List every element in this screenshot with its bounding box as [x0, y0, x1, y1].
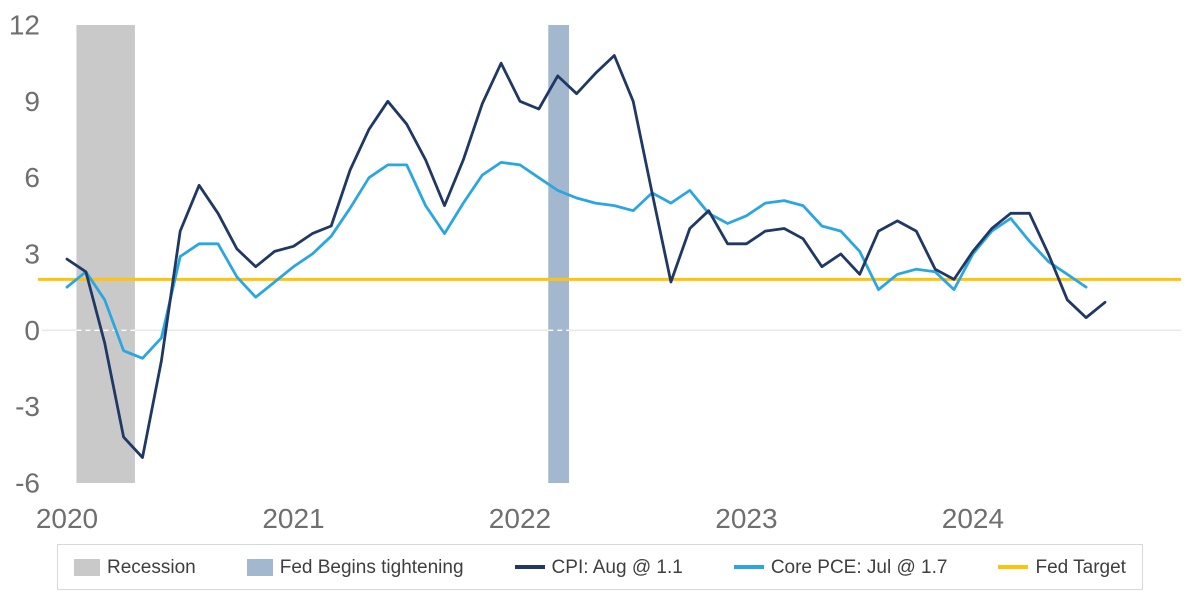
legend-item-fed-target: Fed Target: [998, 556, 1126, 578]
cpi-line: [65, 54, 1107, 459]
legend-label-fed-target: Fed Target: [1035, 556, 1126, 578]
x-tick-label: 2020: [36, 503, 98, 534]
y-tick-label: 3: [24, 238, 40, 269]
fed-tightening-swatch-icon: [246, 558, 273, 576]
legend-item-core-pce: Core PCE: Jul @ 1.7: [733, 556, 948, 578]
cpi-line-icon: [514, 565, 545, 569]
y-tick-label: -3: [15, 391, 40, 422]
core-pce-line-icon: [733, 565, 764, 569]
legend-label-recession: Recession: [107, 556, 196, 578]
legend-item-fed-tightening: Fed Begins tightening: [246, 556, 464, 578]
fed-target-line-icon: [998, 565, 1029, 569]
fed-tightening-band: [548, 25, 570, 483]
inflation-chart-svg: 12 9 6 3 0 -3 -6 2020 2021 2022 2023 2024: [9, 10, 1181, 534]
y-tick-label: 12: [9, 10, 40, 41]
y-tick-label: 9: [24, 86, 40, 117]
legend-item-cpi: CPI: Aug @ 1.1: [514, 556, 683, 578]
legend-item-recession: Recession: [74, 558, 196, 577]
y-tick-label: 6: [24, 162, 40, 193]
legend-label-cpi: CPI: Aug @ 1.1: [551, 556, 683, 578]
y-tick-label: -6: [15, 467, 40, 498]
legend-label-fed-tightening: Fed Begins tightening: [279, 556, 464, 578]
chart-legend: Recession Fed Begins tightening CPI: Aug…: [57, 544, 1143, 590]
x-tick-label: 2021: [262, 503, 324, 534]
legend-label-core-pce: Core PCE: Jul @ 1.7: [770, 556, 948, 578]
y-tick-label: 0: [24, 315, 40, 346]
x-tick-label: 2022: [489, 503, 551, 534]
recession-swatch-icon: [74, 558, 100, 576]
core-pce-line: [65, 160, 1088, 360]
x-tick-label: 2023: [715, 503, 777, 534]
x-tick-label: 2024: [942, 503, 1004, 534]
recession-band: [76, 25, 135, 483]
